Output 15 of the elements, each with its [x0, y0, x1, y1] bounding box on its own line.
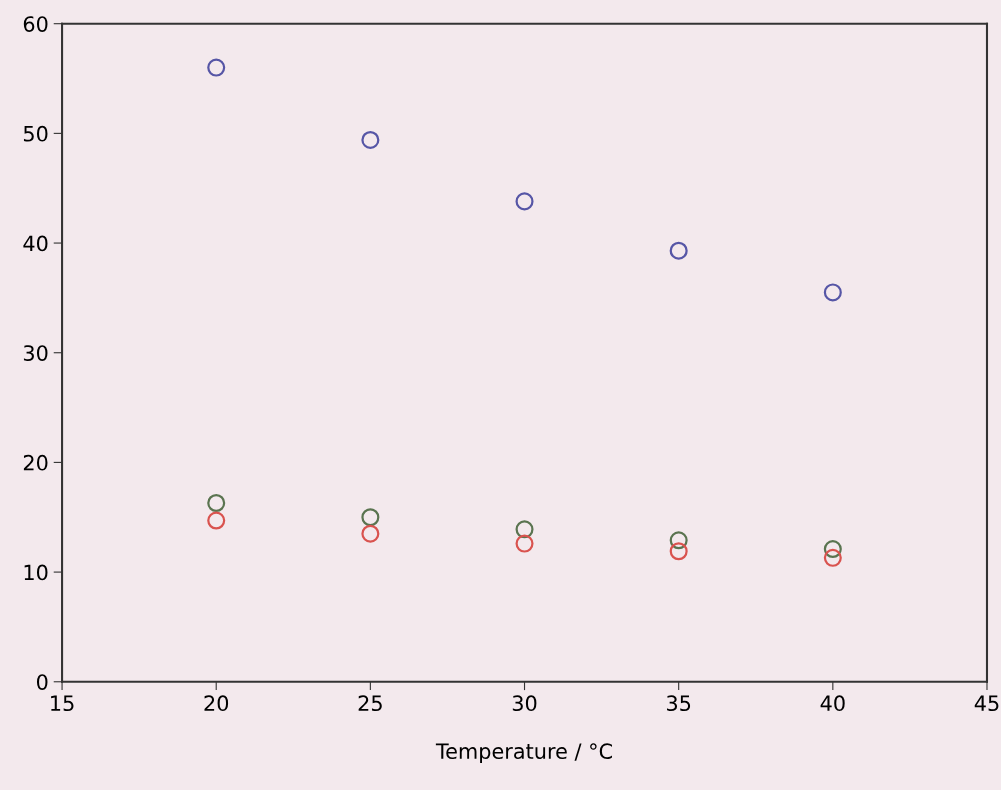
- y-tick-label: 50: [23, 125, 48, 142]
- x-tick-label: 45: [974, 695, 999, 712]
- y-tick-label: 0: [36, 674, 48, 690]
- x-tick-label: 15: [51, 695, 74, 712]
- x-tick-label: 25: [358, 695, 382, 712]
- y-tick-label: 10: [24, 564, 48, 581]
- y-tick-label: 20: [23, 454, 48, 471]
- x-tick-label: 35: [667, 695, 691, 712]
- x-tick-label: 30: [512, 695, 537, 712]
- x-tick-label: 20: [204, 695, 229, 712]
- x-tick-label: 40: [820, 695, 845, 712]
- y-tick-label: 30: [23, 345, 48, 361]
- y-tick-label: 40: [23, 235, 48, 252]
- x-axis-title: Temperature / °C: [435, 743, 612, 764]
- y-tick-label: 60: [23, 16, 48, 32]
